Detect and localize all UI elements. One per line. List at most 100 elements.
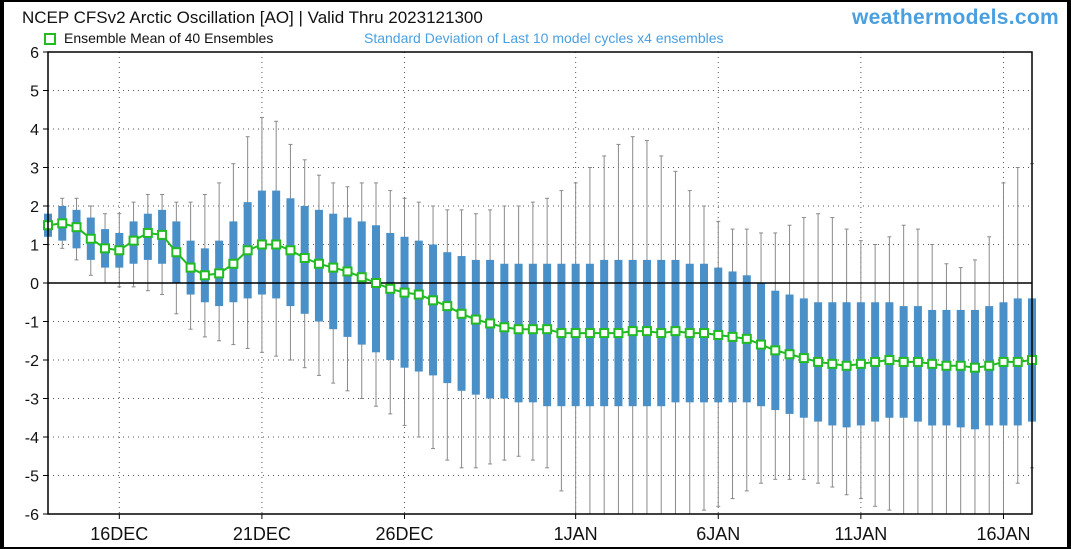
mean-point [584,328,595,339]
mean-point [727,331,738,342]
mean-point [371,278,381,288]
mean-point [399,287,410,298]
mean-point [542,324,553,335]
std-bar [471,259,480,395]
mean-point [955,360,966,371]
mean-point [356,272,367,283]
std-bar [443,252,452,384]
mean-point [299,252,310,263]
y-tick-label: -6 [25,507,39,524]
mean-point [599,328,610,339]
mean-point [941,360,952,371]
mean-point [556,328,567,339]
legend-mean-label: Ensemble Mean of 40 Ensembles [64,30,274,46]
y-tick-label: 3 [30,161,39,178]
mean-point [428,295,439,306]
mean-point [199,270,210,281]
mean-point [756,339,767,350]
mean-point [699,328,709,339]
std-bar [457,256,466,391]
mean-point [228,258,239,269]
mean-point [813,356,824,367]
x-tick-label: 26DEC [376,524,434,544]
mean-point [328,262,339,273]
y-tick-label: -1 [25,315,39,332]
y-tick-label: -2 [25,353,39,370]
mean-point [641,326,652,337]
std-bar [386,232,395,360]
x-tick-label: 16DEC [90,524,148,544]
mean-point [841,360,852,371]
mean-point [342,266,353,277]
mean-point [442,301,453,312]
mean-point [770,345,781,356]
std-bar [429,244,438,376]
mean-point [527,324,538,335]
x-tick-label: 21DEC [233,524,291,544]
mean-point [684,328,695,339]
mean-point [570,328,581,339]
std-bar [486,259,495,399]
std-bar [400,236,409,368]
mean-point [912,356,923,367]
x-tick-label: 1JAN [554,524,598,544]
mean-point [385,283,396,294]
mean-line [47,222,1033,369]
y-tick-label: -4 [25,430,39,447]
chart-frame: 6 5 4 3 2 1 0 -1 -2 -3 -4 -5 -6 16DEC 21DEC 26DEC 1JAN 6J… [4,2,1067,547]
mean-point [656,328,667,339]
mean-point [670,326,681,337]
mean-point [741,333,752,344]
mean-point [713,329,724,340]
mean-point [313,258,324,269]
mean-point [85,233,96,244]
mean-point [969,362,980,373]
mean-point [627,326,638,337]
mean-point [470,314,481,325]
mean-point [1012,356,1023,367]
mean-point [984,360,995,371]
mean-point [613,328,624,339]
mean-point [898,356,909,367]
mean-point [185,262,196,273]
mean-point [157,229,168,240]
x-tick-label: 6JAN [696,524,740,544]
mean-point [214,268,225,279]
y-tick-label: -5 [25,469,39,486]
mean-point [513,324,524,335]
mean-point [271,239,282,250]
mean-point [827,358,838,369]
mean-point [285,245,296,256]
mean-point [798,353,809,364]
mean-point [71,222,82,233]
std-bar [543,263,552,407]
mean-point [413,289,424,300]
y-tick-label: 6 [30,45,39,62]
y-tick-label: 0 [30,276,39,293]
mean-point [485,318,496,329]
x-tick-label: 16JAN [976,524,1030,544]
mean-point [927,358,938,369]
mean-point [870,356,881,367]
mean-point [456,308,467,319]
brand-watermark: weathermodels.com [852,6,1059,29]
y-tick-label: 4 [30,122,39,139]
chart-plot: 6 5 4 3 2 1 0 -1 -2 -3 -4 -5 -6 16DEC 21DEC 26DEC 1JAN 6J… [25,45,1037,544]
y-tick-label: -3 [25,392,39,409]
mean-point [142,227,153,238]
y-tick-label: 2 [30,199,39,216]
mean-point [128,235,139,246]
mean-point [242,245,253,256]
std-bar [372,225,380,353]
chart-title: NCEP CFSv2 Arctic Oscillation [AO] | Val… [22,8,483,27]
mean-point [57,218,68,229]
mean-point [114,245,125,256]
mean-point [171,247,182,258]
x-tick-label: 11JAN [835,524,888,544]
legend-mean-marker-icon [44,33,56,45]
y-tick-label: 1 [30,238,39,255]
legend-std-label: Standard Deviation of Last 10 model cycl… [364,30,724,46]
std-bar [343,217,352,337]
mean-point [100,243,111,254]
y-tick-label: 5 [30,84,39,101]
